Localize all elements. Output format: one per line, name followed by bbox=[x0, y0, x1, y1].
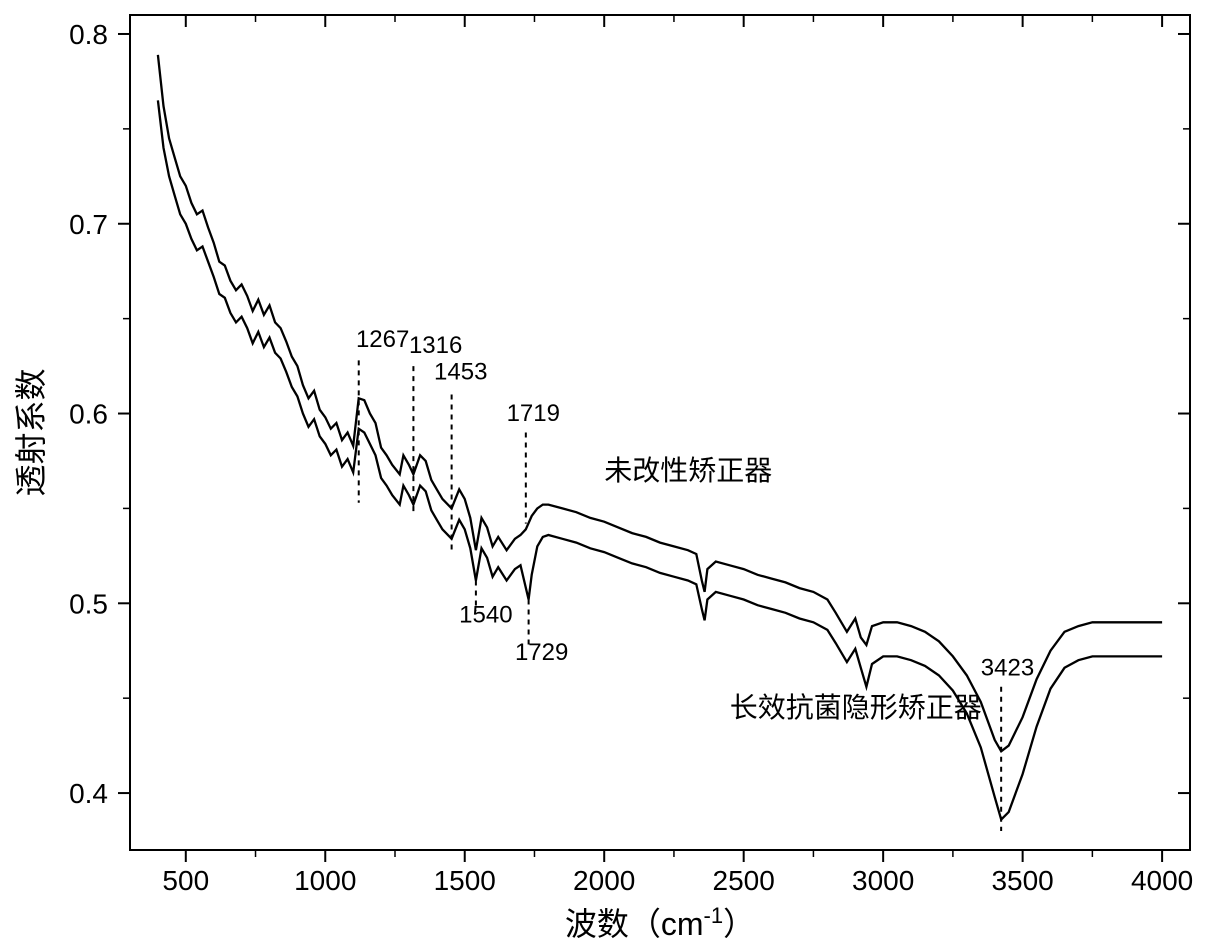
y-tick-label: 0.8 bbox=[69, 19, 108, 50]
peak-label-1267: 1267 bbox=[356, 326, 409, 353]
series-label-unmodified: 未改性矫正器 bbox=[604, 455, 772, 486]
y-axis-title: 透射系数 bbox=[13, 368, 49, 496]
chart-svg: 500 1000 1500 2000 2500 3000 3500 4000 0.4 0.5 0.6… bbox=[0, 0, 1223, 950]
plot-border bbox=[130, 15, 1190, 850]
y-tick-label: 0.7 bbox=[69, 209, 108, 240]
peak-label-3423: 3423 bbox=[981, 654, 1034, 681]
y-tick-label: 0.5 bbox=[69, 588, 108, 619]
x-tick-label: 1000 bbox=[294, 865, 356, 896]
peak-label-1729: 1729 bbox=[515, 639, 568, 666]
peak-label-1453: 1453 bbox=[434, 358, 487, 385]
y-tick-label: 0.6 bbox=[69, 399, 108, 430]
x-tick-label: 4000 bbox=[1131, 865, 1193, 896]
y-tick-label: 0.4 bbox=[69, 778, 108, 809]
x-tick-label: 2000 bbox=[573, 865, 635, 896]
x-tick-label: 3000 bbox=[852, 865, 914, 896]
x-tick-label: 500 bbox=[162, 865, 209, 896]
series-unmodified bbox=[158, 55, 1162, 751]
x-tick-label: 3500 bbox=[991, 865, 1053, 896]
ir-spectrum-chart: 500 1000 1500 2000 2500 3000 3500 4000 0.4 0.5 0.6… bbox=[0, 0, 1223, 950]
peak-label-1540: 1540 bbox=[459, 601, 512, 628]
series-label-antibacterial: 长效抗菌隐形矫正器 bbox=[730, 692, 982, 723]
peak-label-1316: 1316 bbox=[409, 332, 462, 359]
x-tick-label: 2500 bbox=[713, 865, 775, 896]
peak-label-1719: 1719 bbox=[507, 400, 560, 427]
x-axis-title: 波数（cm-1） bbox=[565, 903, 755, 943]
x-tick-label: 1500 bbox=[434, 865, 496, 896]
